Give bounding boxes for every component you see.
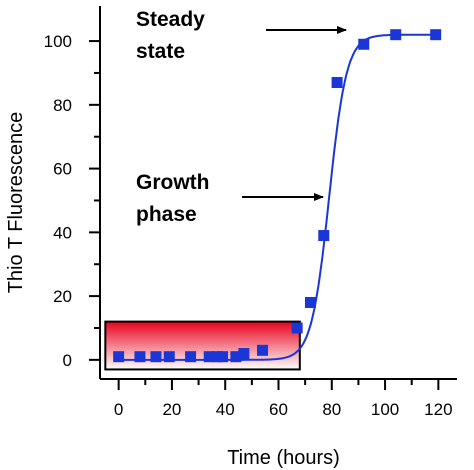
y-axis-title: Thio T Fluorescence [5,112,27,294]
x-tick-label: 60 [269,400,288,419]
data-point [390,29,402,41]
data-point [113,351,125,363]
data-point [238,347,250,359]
data-point [150,351,162,363]
highlight-layer [104,320,301,371]
y-tick-label: 60 [53,160,72,179]
y-tick-label: 100 [44,32,72,51]
data-point [291,322,303,334]
data-point [430,29,442,41]
data-point [304,296,316,308]
data-point [185,351,197,363]
steady-state-label: state [136,40,185,63]
y-tick-label: 40 [53,223,72,242]
y-tick-label: 80 [53,96,72,115]
data-point [257,344,269,356]
data-point [331,77,343,89]
annot-layer: Steady state Growth phase [136,8,347,226]
data-point [358,38,370,50]
x-tick-label: 0 [114,400,123,419]
data-point [203,351,215,363]
x-tick-label: 20 [162,400,181,419]
growth-phase-label: Growth [136,171,210,194]
y-tick-label: 20 [53,287,72,306]
lag-phase-box [104,320,301,371]
points-layer [113,29,442,363]
data-point [163,351,175,363]
x-tick-label: 80 [322,400,341,419]
data-point [217,351,229,363]
y-tick-label: 0 [63,351,72,370]
x-tick-label: 100 [371,400,399,419]
axes-layer: 0 20 40 60 80 100 120 0 20 40 60 80 100 Time (hours) T… [5,6,457,469]
data-point [318,230,330,242]
x-tick-label: 120 [424,400,452,419]
x-tick-label: 40 [216,400,235,419]
steady-state-label: Steady [136,8,205,31]
data-point [134,351,146,363]
growth-phase-label: phase [136,203,197,226]
data-point [230,351,242,363]
x-axis-title: Time (hours) [227,447,340,469]
